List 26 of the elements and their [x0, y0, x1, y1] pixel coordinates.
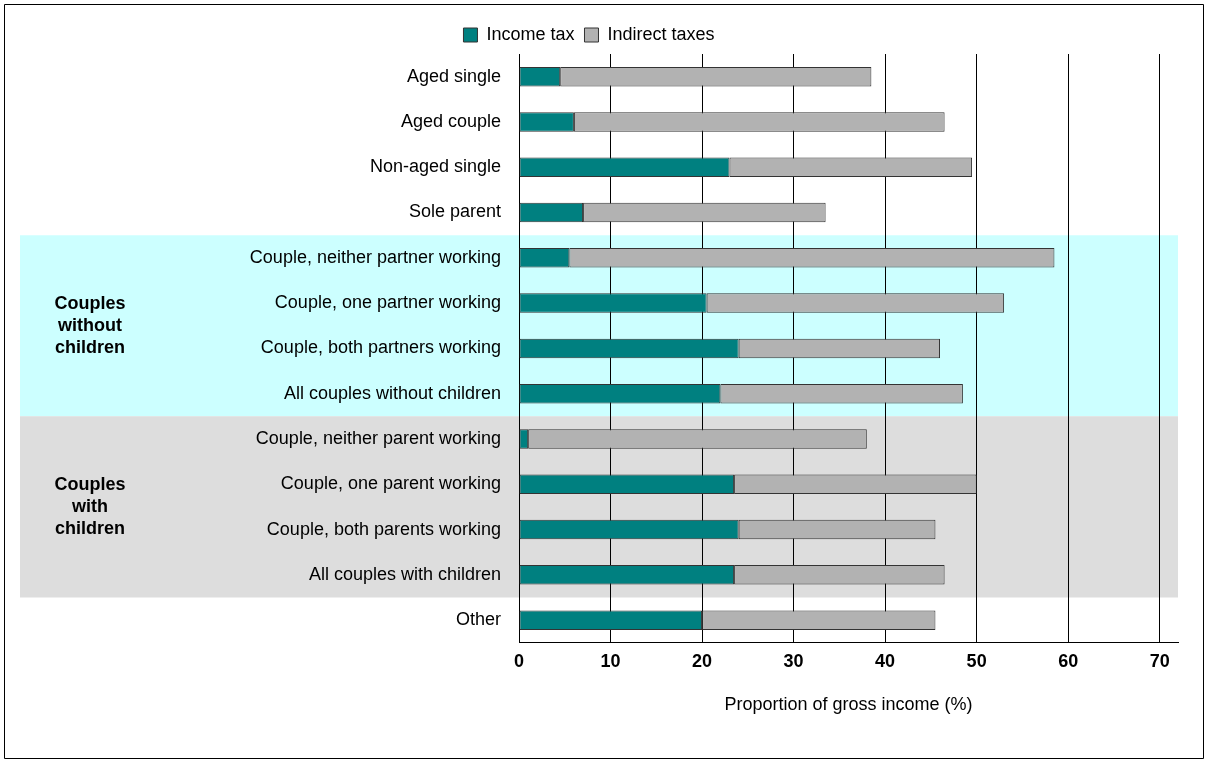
x-tick-label: 20: [692, 650, 713, 671]
y-tick-label: Aged couple: [400, 110, 501, 131]
x-tick-label: 50: [966, 650, 987, 671]
y-tick-label: Non-aged single: [369, 156, 501, 177]
x-tick-label: 40: [875, 650, 896, 671]
y-tick-label: Couple, one parent working: [280, 473, 501, 494]
y-tick-label: Sole parent: [408, 201, 501, 222]
x-tick-label: 30: [783, 650, 804, 671]
x-tick-label: 70: [1149, 650, 1170, 671]
y-tick-label: Couple, one partner working: [274, 292, 501, 313]
y-tick-label: Couple, neither partner working: [249, 246, 501, 267]
band-label: Couples with children: [54, 473, 126, 538]
y-tick-label: Couple, both parents working: [266, 518, 501, 539]
x-axis-title: Proportion of gross income (%): [724, 694, 973, 715]
x-tick-label: 60: [1058, 650, 1079, 671]
x-tick-label: 0: [513, 650, 525, 671]
y-tick-label: All couples without children: [283, 382, 501, 403]
y-tick-label: Other: [455, 609, 501, 630]
y-tick-label: Couple, both partners working: [260, 337, 501, 358]
y-tick-label: Aged single: [406, 65, 501, 86]
band-label: Couples without children: [54, 292, 126, 357]
legend-label: Income tax: [486, 23, 575, 44]
y-tick-label: All couples with children: [308, 563, 501, 584]
y-tick-label: Couple, neither parent working: [255, 427, 501, 448]
x-tick-label: 10: [600, 650, 621, 671]
legend-label: Indirect taxes: [607, 23, 715, 44]
